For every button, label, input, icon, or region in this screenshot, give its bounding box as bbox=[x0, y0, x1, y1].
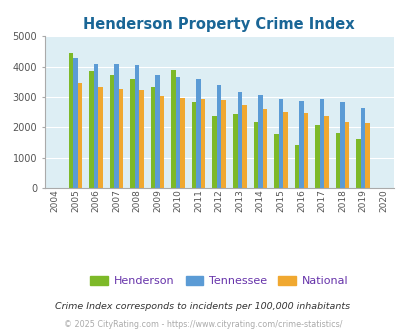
Bar bbox=[212, 116, 216, 188]
Bar bbox=[216, 85, 221, 188]
Bar bbox=[298, 101, 303, 188]
Bar bbox=[98, 87, 102, 188]
Bar bbox=[175, 77, 180, 188]
Bar bbox=[139, 90, 143, 188]
Bar bbox=[324, 116, 328, 188]
Bar bbox=[89, 71, 94, 188]
Title: Henderson Property Crime Index: Henderson Property Crime Index bbox=[83, 17, 354, 32]
Bar bbox=[360, 108, 364, 188]
Bar bbox=[278, 99, 282, 188]
Bar bbox=[109, 75, 114, 188]
Bar bbox=[364, 123, 369, 188]
Bar bbox=[303, 114, 307, 188]
Bar bbox=[151, 87, 155, 188]
Bar bbox=[262, 109, 266, 188]
Bar bbox=[241, 105, 246, 188]
Bar bbox=[196, 79, 200, 188]
Bar bbox=[273, 134, 278, 188]
Legend: Henderson, Tennessee, National: Henderson, Tennessee, National bbox=[87, 273, 350, 290]
Bar bbox=[221, 100, 226, 188]
Text: © 2025 CityRating.com - https://www.cityrating.com/crime-statistics/: © 2025 CityRating.com - https://www.city… bbox=[64, 319, 341, 329]
Bar bbox=[94, 64, 98, 188]
Bar bbox=[73, 57, 77, 188]
Bar bbox=[180, 98, 185, 188]
Bar bbox=[237, 91, 241, 188]
Bar bbox=[355, 139, 360, 188]
Bar bbox=[314, 125, 319, 188]
Bar bbox=[119, 89, 123, 188]
Bar bbox=[68, 53, 73, 188]
Bar bbox=[339, 102, 344, 188]
Bar bbox=[155, 75, 160, 188]
Bar bbox=[171, 70, 175, 188]
Bar bbox=[232, 114, 237, 188]
Bar bbox=[335, 133, 339, 188]
Bar bbox=[114, 64, 119, 188]
Bar bbox=[258, 95, 262, 188]
Bar bbox=[192, 103, 196, 188]
Bar bbox=[134, 65, 139, 188]
Bar bbox=[253, 122, 258, 188]
Text: Crime Index corresponds to incidents per 100,000 inhabitants: Crime Index corresponds to incidents per… bbox=[55, 302, 350, 311]
Bar bbox=[160, 96, 164, 188]
Bar bbox=[77, 83, 82, 188]
Bar bbox=[282, 112, 287, 188]
Bar bbox=[319, 99, 324, 188]
Bar bbox=[344, 122, 348, 188]
Bar bbox=[130, 80, 134, 188]
Bar bbox=[200, 99, 205, 188]
Bar bbox=[294, 145, 298, 188]
